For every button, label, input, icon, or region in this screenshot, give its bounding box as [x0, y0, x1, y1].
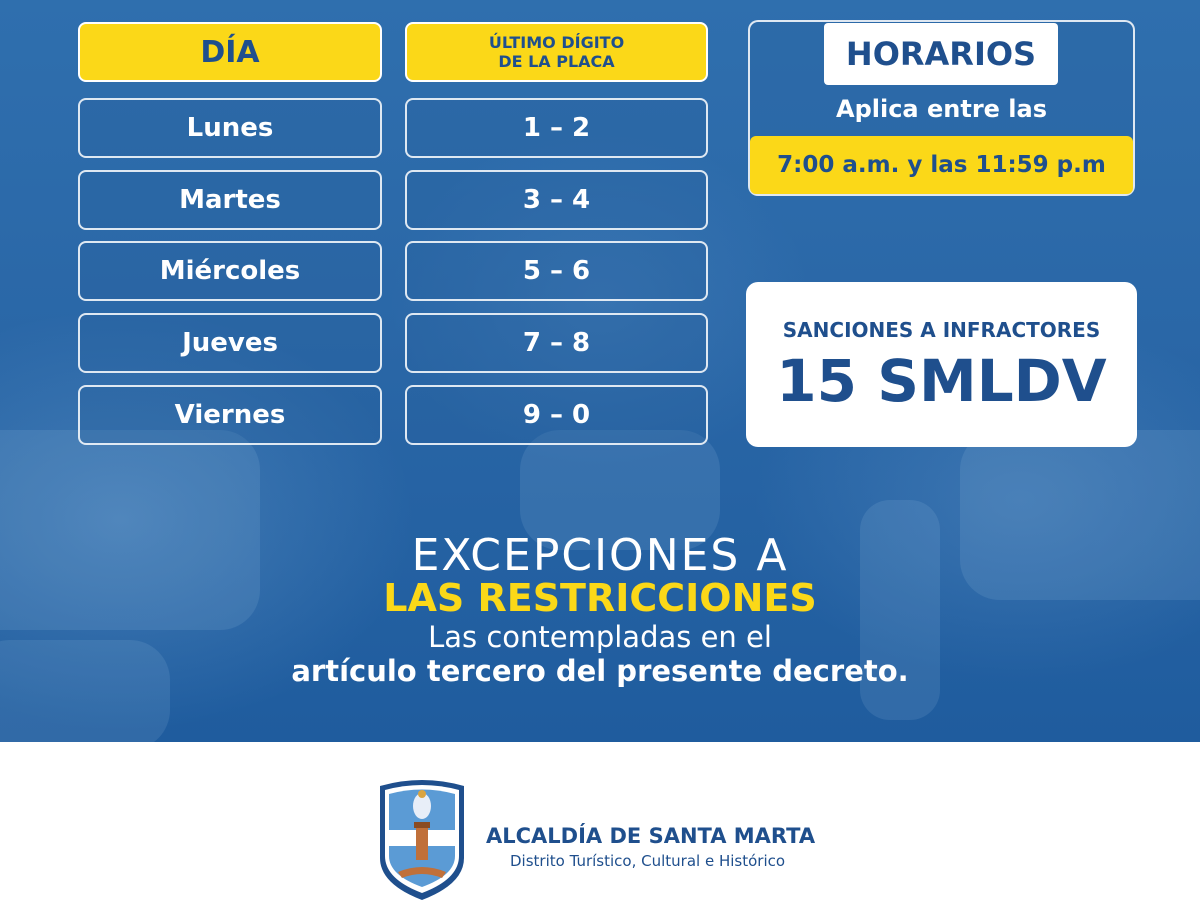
- footer: [0, 742, 1200, 900]
- background-car-shape: [0, 430, 260, 630]
- santa-marta-shield-icon: [380, 780, 464, 900]
- exceptions-text-line1: Las contempladas en el: [428, 620, 772, 654]
- organization-subtitle: Distrito Turístico, Cultural e Histórico: [510, 852, 786, 870]
- day-cell: Jueves: [78, 313, 382, 373]
- digits-cell: 5 – 6: [405, 241, 708, 301]
- digits-cell: 9 – 0: [405, 385, 708, 445]
- organization-name: ALCALDÍA DE SANTA MARTA: [486, 824, 816, 848]
- day-cell: Viernes: [78, 385, 382, 445]
- header-day-label: DÍA: [200, 34, 260, 70]
- digits-cell: 1 – 2: [405, 98, 708, 158]
- sanciones-value: 15 SMLDV: [776, 347, 1107, 415]
- background-car-shape: [960, 430, 1200, 600]
- traffic-background: DÍA ÚLTIMO DÍGITO DE LA PLACA Lunes 1 – …: [0, 0, 1200, 742]
- day-cell: Miércoles: [78, 241, 382, 301]
- background-car-shape: [0, 640, 170, 742]
- background-car-shape: [520, 430, 720, 550]
- day-cell: Lunes: [78, 98, 382, 158]
- day-cell: Martes: [78, 170, 382, 230]
- sanciones-label: SANCIONES A INFRACTORES: [782, 318, 1101, 342]
- exceptions-heading-line1: EXCEPCIONES A: [411, 530, 789, 581]
- header-plate-line2: DE LA PLACA: [498, 52, 615, 71]
- header-plate-digit: ÚLTIMO DÍGITO DE LA PLACA: [405, 22, 708, 82]
- digits-cell: 7 – 8: [405, 313, 708, 373]
- digits-cell: 3 – 4: [405, 170, 708, 230]
- sanciones-panel: SANCIONES A INFRACTORES 15 SMLDV: [746, 282, 1137, 447]
- horarios-applies-text: Aplica entre las: [836, 95, 1047, 123]
- header-day: DÍA: [78, 22, 382, 82]
- horarios-title: HORARIOS: [824, 23, 1058, 85]
- exceptions-text-line2: artículo tercero del presente decreto.: [291, 654, 909, 688]
- exceptions-heading-line2: LAS RESTRICCIONES: [383, 576, 817, 620]
- horarios-hours: 7:00 a.m. y las 11:59 p.m: [750, 136, 1133, 194]
- header-plate-line1: ÚLTIMO DÍGITO: [488, 33, 625, 52]
- background-motorcycle-shape: [860, 500, 940, 720]
